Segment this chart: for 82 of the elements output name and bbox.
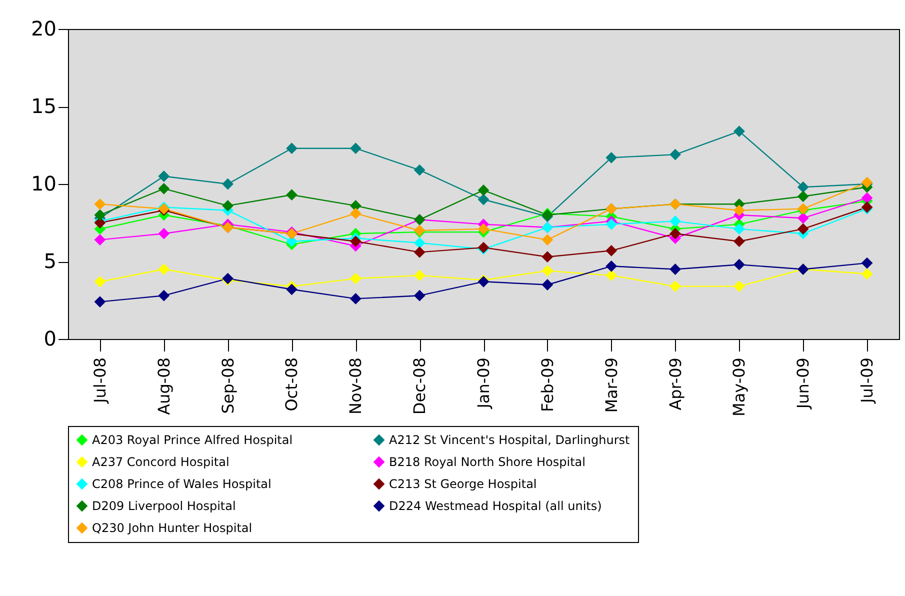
point [797, 212, 809, 224]
point [286, 142, 298, 154]
y-tick-label: 20 [31, 16, 56, 40]
y-tick-label: 0 [44, 326, 56, 350]
legend-label: C208 Prince of Wales Hospital [92, 477, 272, 491]
legend-label: Q230 John Hunter Hospital [92, 521, 252, 535]
point [606, 152, 618, 164]
point [542, 234, 554, 246]
point [158, 182, 170, 194]
point [670, 216, 681, 227]
point [94, 198, 106, 210]
y-tick-label: 15 [31, 94, 56, 118]
point [414, 164, 426, 176]
point [94, 296, 106, 308]
point [861, 192, 873, 204]
point [350, 142, 362, 154]
point [733, 223, 745, 235]
y-tick-label: 5 [44, 249, 56, 273]
point [670, 148, 681, 160]
legend-label: A212 St Vincent's Hospital, Darlinghurst [389, 433, 630, 447]
legend-label: A237 Concord Hospital [92, 455, 230, 469]
point [797, 190, 809, 202]
point [606, 244, 618, 256]
point [414, 237, 426, 249]
x-tick-label: Aug-08 [154, 358, 174, 415]
legend-label: D209 Liverpool Hospital [92, 499, 236, 513]
point [350, 293, 362, 304]
point [861, 268, 873, 280]
point [670, 264, 681, 275]
point [542, 265, 554, 276]
x-tick-label: May-09 [730, 358, 749, 416]
point [94, 276, 106, 288]
x-tick-label: Mar-09 [602, 358, 621, 413]
legend-label: C213 St George Hospital [389, 477, 537, 491]
point [286, 284, 298, 296]
x-tick-label: Jun-09 [794, 358, 813, 410]
legend-label: B218 Royal North Shore Hospital [389, 455, 586, 469]
point [478, 194, 490, 206]
point [797, 181, 809, 193]
x-tick-label: Apr-09 [666, 358, 685, 410]
point [222, 200, 234, 212]
x-tick-label: Jan-09 [474, 358, 493, 410]
point [158, 290, 170, 302]
point [797, 223, 809, 235]
point [733, 258, 745, 270]
x-tick-label: Dec-08 [410, 358, 430, 415]
point [861, 257, 873, 269]
point [414, 270, 426, 282]
x-tick-label: Jul-08 [90, 358, 110, 404]
point [158, 264, 170, 275]
legend-label: D224 Westmead Hospital (all units) [389, 499, 602, 513]
point [414, 246, 426, 258]
x-tick-label: Sep-08 [218, 358, 238, 414]
x-tick-label: Feb-09 [538, 358, 557, 412]
point [733, 126, 745, 137]
point [733, 280, 745, 292]
legend-label: A203 Royal Prince Alfred Hospital [92, 433, 293, 447]
point [542, 251, 554, 263]
point [158, 170, 170, 182]
x-tick-label: Jul-09 [858, 358, 877, 404]
point [94, 234, 106, 246]
x-tick-label: Oct-08 [282, 358, 302, 412]
point [94, 209, 106, 221]
x-tick-label: Nov-08 [346, 358, 366, 414]
point [286, 189, 298, 201]
point [733, 236, 745, 248]
y-tick-label: 10 [31, 172, 56, 196]
point [478, 184, 490, 196]
point [606, 260, 618, 272]
point [414, 290, 426, 302]
point [542, 279, 554, 290]
point [222, 178, 234, 190]
point [350, 208, 362, 220]
point [478, 223, 490, 235]
point [158, 228, 170, 240]
point [670, 280, 681, 292]
point [350, 236, 362, 248]
point [733, 204, 745, 216]
point [350, 272, 362, 284]
point [606, 218, 618, 230]
point [606, 270, 618, 282]
point [670, 228, 681, 240]
